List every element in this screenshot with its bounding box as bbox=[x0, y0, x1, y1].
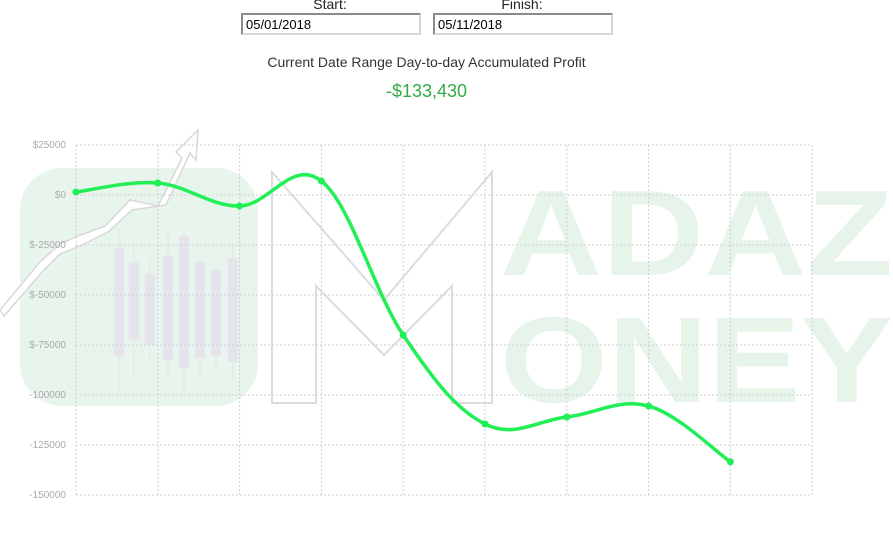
y-tick-label: $-75000 bbox=[29, 340, 66, 351]
y-tick-label: -125000 bbox=[29, 440, 66, 451]
watermark-m-letter bbox=[271, 169, 493, 404]
y-tick-label: $0 bbox=[55, 190, 67, 201]
accumulated-profit-value: -$133,430 bbox=[385, 81, 468, 101]
chart-grid bbox=[75, 144, 813, 496]
candlestick-chart-icon bbox=[113, 228, 239, 392]
data-point[interactable] bbox=[563, 413, 571, 421]
watermark: ADAZ ONEY bbox=[0, 128, 893, 428]
watermark-text-line2: ONEY bbox=[500, 292, 893, 428]
series-layer bbox=[72, 172, 734, 466]
data-point[interactable] bbox=[645, 402, 653, 410]
y-tick-label: $-25000 bbox=[29, 240, 66, 251]
data-point[interactable] bbox=[72, 188, 80, 196]
data-point[interactable] bbox=[481, 420, 489, 428]
data-point[interactable] bbox=[726, 458, 734, 466]
data-point[interactable] bbox=[399, 331, 407, 339]
finish-label: Finish: bbox=[501, 0, 543, 12]
y-tick-label: $-50000 bbox=[29, 290, 66, 301]
y-tick-label: $25000 bbox=[33, 140, 67, 151]
data-point[interactable] bbox=[317, 177, 325, 185]
y-tick-label: -150000 bbox=[29, 490, 66, 501]
start-date-input[interactable] bbox=[241, 13, 421, 35]
finish-date-input[interactable] bbox=[433, 13, 613, 35]
start-label: Start: bbox=[313, 0, 347, 12]
y-axis: $25000 $0 $-25000 $-50000 $-75000 -100000 -125… bbox=[29, 140, 66, 501]
data-point[interactable] bbox=[154, 179, 162, 187]
data-point[interactable] bbox=[236, 202, 244, 210]
watermark-text-line1: ADAZ bbox=[500, 165, 893, 301]
chart-title: Current Date Range Day-to-day Accumulate… bbox=[267, 54, 586, 70]
y-tick-label: -100000 bbox=[29, 390, 66, 401]
